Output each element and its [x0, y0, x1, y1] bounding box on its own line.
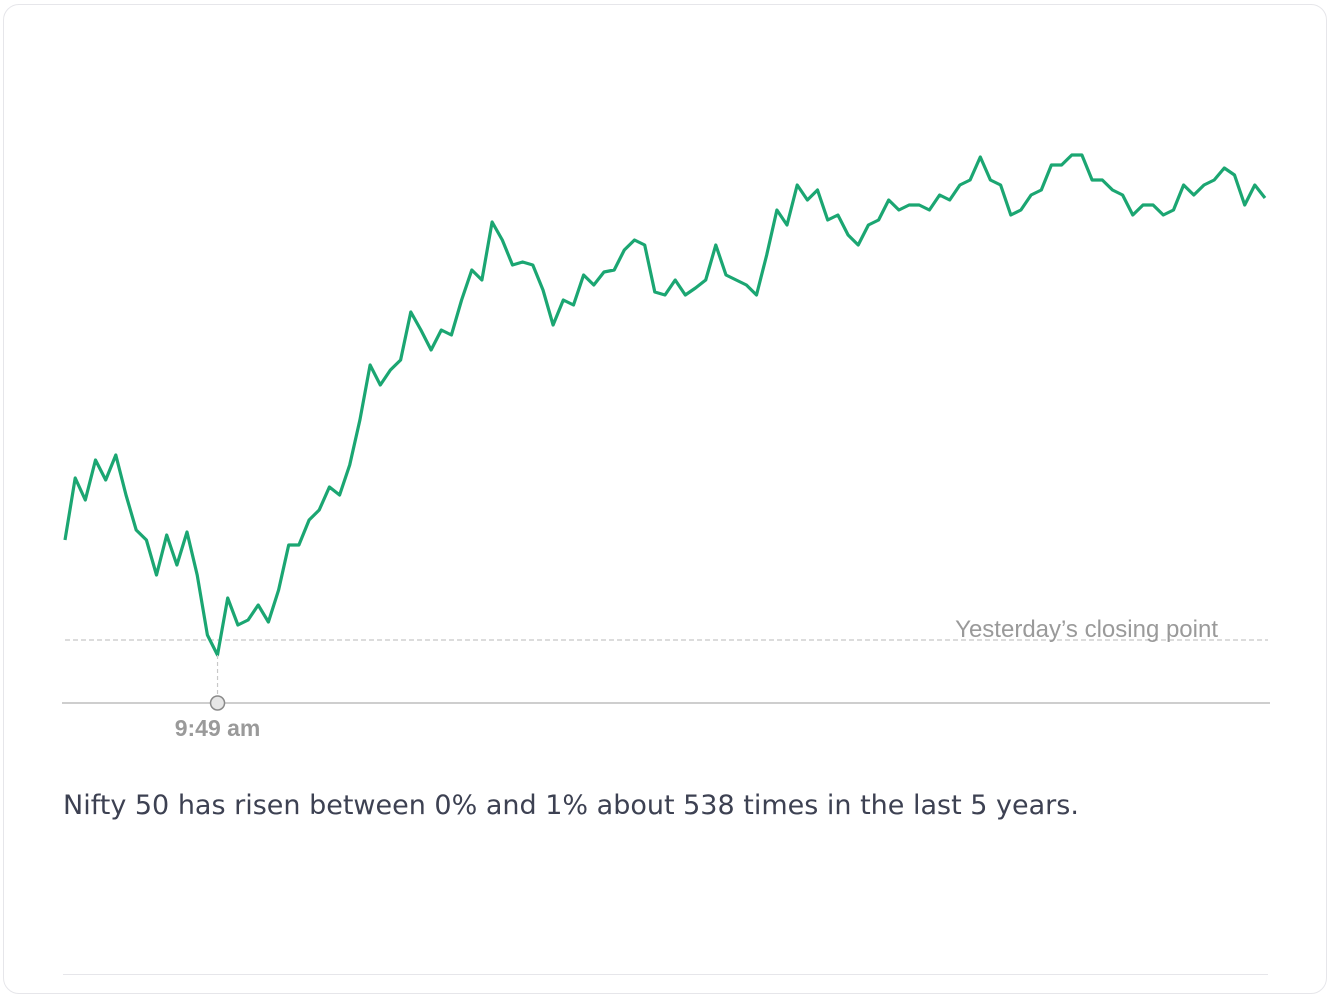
caption: Nifty 50 has risen between 0% and 1% abo…	[63, 790, 1079, 821]
time-marker	[209, 695, 226, 711]
chart: Yesterday’s closing point 9:49 am	[62, 153, 1270, 741]
divider	[63, 974, 1268, 975]
reference-label: Yesterday’s closing point	[955, 616, 1218, 643]
x-tick-label: 9:49 am	[175, 715, 261, 741]
card	[3, 4, 1327, 994]
price-line	[63, 153, 1267, 657]
